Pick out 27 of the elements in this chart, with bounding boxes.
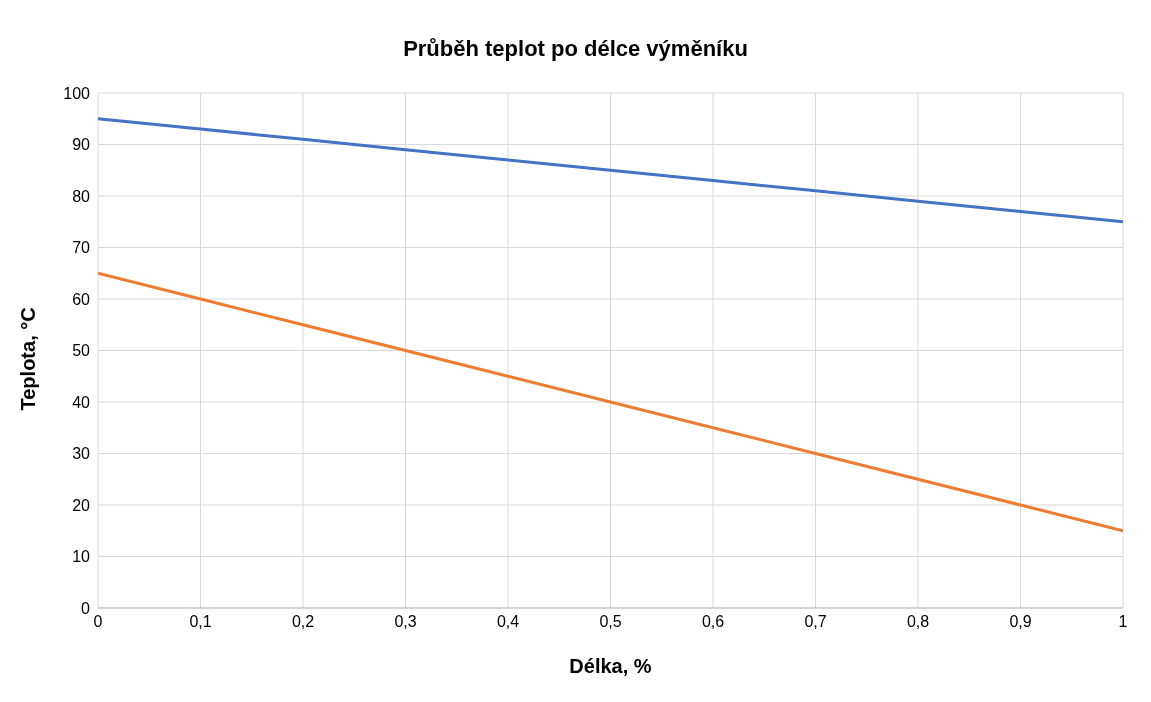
y-tick-label: 20 [72, 496, 91, 514]
x-tick-label: 0,3 [394, 613, 417, 631]
line-series [98, 271, 1123, 533]
x-tick-label: 0 [93, 613, 103, 631]
x-tick-label: 0,8 [906, 613, 930, 631]
x-tick-label: 1 [1118, 613, 1128, 631]
chart-title: Průběh teplot po délce výměníku [402, 35, 749, 63]
y-tick-label: 90 [72, 136, 91, 154]
y-tick-label: 10 [72, 548, 91, 566]
x-axis-title: Délka, % [569, 655, 652, 677]
x-tick-label: 0,1 [189, 613, 212, 631]
y-tick-label: 100 [63, 84, 91, 102]
line-series [98, 117, 1123, 224]
y-axis-title: Teplota, °C [17, 307, 40, 411]
y-tick-label: 30 [72, 445, 91, 463]
x-tick-label: 0,4 [496, 613, 520, 631]
x-tick-label: 0,5 [599, 613, 622, 631]
y-tick-label: 70 [72, 239, 91, 257]
y-tick-label: 60 [72, 290, 91, 308]
x-tick-label: 0,2 [291, 613, 315, 631]
y-tick-label: 0 [81, 599, 91, 617]
x-tick-label: 0,9 [1009, 613, 1032, 631]
x-tick-label: 0,6 [701, 613, 725, 631]
y-tick-label: 40 [72, 393, 91, 411]
y-tick-label: 50 [72, 342, 91, 360]
x-tick-label: 0,7 [804, 613, 827, 631]
y-tick-label: 80 [72, 187, 91, 205]
